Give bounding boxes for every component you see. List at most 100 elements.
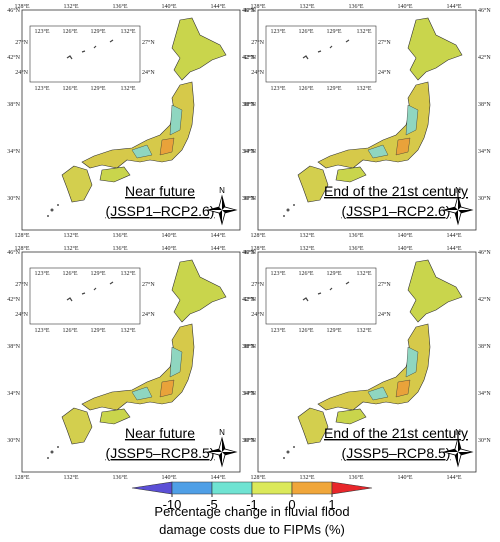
- inset-lat-label: 24°N: [251, 311, 264, 318]
- lat-label: 46°N: [243, 7, 256, 14]
- lon-label: 144°E: [210, 245, 225, 252]
- lat-label: 30°N: [243, 195, 256, 202]
- panel-title: Near future: [125, 425, 195, 441]
- inset-lat-label: 24°N: [15, 311, 28, 318]
- lat-label: 38°N: [478, 343, 491, 350]
- lon-label: 128°E: [14, 232, 29, 239]
- colorbar-tick-label: -10: [163, 497, 182, 512]
- panel-title: (JSSP1–RCP2.6): [106, 203, 215, 219]
- inset-lon-label: 132°E: [356, 28, 371, 35]
- lat-label: 30°N: [242, 437, 255, 444]
- inset-lon-label: 129°E: [326, 28, 341, 35]
- inset-lat-label: 27°N: [15, 39, 28, 46]
- lon-label: 140°E: [161, 474, 176, 481]
- inset-box: [265, 25, 377, 83]
- inset-lon-label: 126°E: [298, 327, 313, 334]
- lat-label: 38°N: [7, 343, 20, 350]
- lon-label: 128°E: [14, 474, 29, 481]
- compass-label: N: [455, 186, 461, 195]
- inset-box: [29, 25, 141, 83]
- inset-lat-label: 24°N: [15, 69, 28, 76]
- inset-lon-label: 132°E: [356, 270, 371, 277]
- inset-lon-label: 132°E: [120, 327, 135, 334]
- inset-lon-label: 129°E: [90, 270, 105, 277]
- lon-label: 144°E: [210, 3, 225, 10]
- inset-lon-label: 123°E: [34, 28, 49, 35]
- inset-lat-label: 24°N: [251, 69, 264, 76]
- lat-label: 42°N: [243, 54, 256, 61]
- inset-lat-label: 27°N: [251, 281, 264, 288]
- lat-label: 30°N: [478, 437, 491, 444]
- lon-label: 140°E: [397, 245, 412, 252]
- lon-label: 140°E: [397, 3, 412, 10]
- lat-label: 42°N: [7, 54, 20, 61]
- lat-label: 46°N: [7, 7, 20, 14]
- inset-lon-label: 123°E: [34, 327, 49, 334]
- lon-label: 144°E: [446, 232, 461, 239]
- lat-label: 34°N: [478, 390, 491, 397]
- inset-lat-label: 24°N: [378, 69, 391, 76]
- lat-label: 34°N: [7, 390, 20, 397]
- lon-label: 136°E: [348, 245, 363, 252]
- lon-label: 144°E: [446, 245, 461, 252]
- lat-label: 46°N: [478, 249, 491, 256]
- inset-lat-label: 24°N: [378, 311, 391, 318]
- inset-lat-label: 27°N: [251, 39, 264, 46]
- lat-label: 38°N: [243, 101, 256, 108]
- panel-title: (JSSP5–RCP8.5): [342, 445, 451, 461]
- lon-label: 136°E: [348, 232, 363, 239]
- inset-lon-label: 129°E: [90, 327, 105, 334]
- lon-label: 128°E: [250, 245, 265, 252]
- lat-label: 46°N: [7, 249, 20, 256]
- colorbar-segment: [171, 481, 213, 495]
- inset-lon-label: 132°E: [356, 85, 371, 92]
- panel-title: End of the 21st century: [324, 425, 468, 441]
- lat-label: 42°N: [7, 296, 20, 303]
- lon-label: 140°E: [397, 474, 412, 481]
- lon-label: 144°E: [446, 474, 461, 481]
- lon-label: 140°E: [161, 232, 176, 239]
- inset-lon-label: 126°E: [62, 327, 77, 334]
- lat-label: 46°N: [243, 249, 256, 256]
- inset-box: [265, 267, 377, 325]
- lon-label: 132°E: [299, 3, 314, 10]
- inset-lon-label: 132°E: [120, 85, 135, 92]
- lat-label: 46°N: [242, 7, 255, 14]
- lat-label: 42°N: [478, 296, 491, 303]
- lat-label: 30°N: [478, 195, 491, 202]
- lon-label: 140°E: [161, 245, 176, 252]
- inset-box: [29, 267, 141, 325]
- lat-label: 42°N: [243, 296, 256, 303]
- lon-label: 132°E: [63, 3, 78, 10]
- inset-lat-label: 24°N: [142, 311, 155, 318]
- colorbar-segment: [251, 481, 293, 495]
- lat-label: 34°N: [7, 148, 20, 155]
- inset-lat-label: 27°N: [378, 39, 391, 46]
- inset-lon-label: 123°E: [34, 85, 49, 92]
- map-panel: 128°E 128°E 132°E 132°E 136°E 136°E 140°E 140°E…: [243, 3, 491, 239]
- lat-label: 34°N: [243, 390, 256, 397]
- inset-lon-label: 132°E: [356, 327, 371, 334]
- lon-label: 136°E: [348, 3, 363, 10]
- lon-label: 136°E: [112, 232, 127, 239]
- inset-lon-label: 126°E: [298, 28, 313, 35]
- lat-label: 42°N: [478, 54, 491, 61]
- compass-label: N: [455, 428, 461, 437]
- colorbar-segment: [211, 481, 253, 495]
- lon-label: 132°E: [299, 245, 314, 252]
- inset-lat-label: 27°N: [142, 281, 155, 288]
- inset-lon-label: 129°E: [326, 85, 341, 92]
- panel-title: Near future: [125, 183, 195, 199]
- inset-lon-label: 123°E: [270, 85, 285, 92]
- colorbar-tick-label: -1: [246, 497, 258, 512]
- lat-label: 30°N: [7, 437, 20, 444]
- inset-lon-label: 123°E: [34, 270, 49, 277]
- lat-label: 30°N: [242, 195, 255, 202]
- lon-label: 132°E: [63, 245, 78, 252]
- lon-label: 128°E: [250, 474, 265, 481]
- colorbar-label: Percentage change in fluvial flood: [154, 504, 349, 519]
- colorbar-label: damage costs due to FIPMs (%): [159, 522, 345, 537]
- lon-label: 144°E: [210, 232, 225, 239]
- inset-lon-label: 123°E: [270, 327, 285, 334]
